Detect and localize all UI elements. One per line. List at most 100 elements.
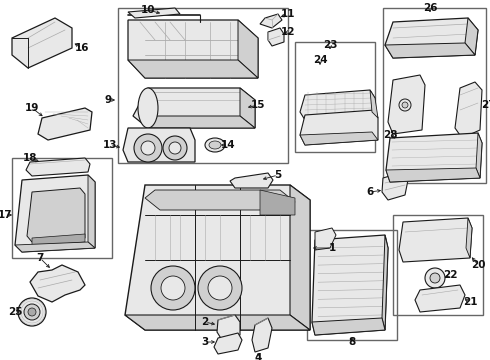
Text: 15: 15	[251, 100, 265, 110]
Text: 24: 24	[313, 55, 327, 65]
Text: 23: 23	[323, 40, 337, 50]
Polygon shape	[125, 315, 310, 330]
Polygon shape	[315, 228, 336, 250]
Polygon shape	[15, 242, 95, 252]
Bar	[393, 215, 483, 315]
Polygon shape	[128, 60, 258, 78]
Polygon shape	[312, 318, 385, 335]
Polygon shape	[312, 235, 388, 335]
Polygon shape	[133, 88, 255, 128]
Polygon shape	[38, 108, 92, 140]
Circle shape	[151, 266, 195, 310]
Text: 22: 22	[443, 270, 457, 280]
Circle shape	[141, 141, 155, 155]
Polygon shape	[252, 318, 272, 352]
Circle shape	[198, 266, 242, 310]
Polygon shape	[12, 18, 72, 68]
Text: 13: 13	[103, 140, 117, 150]
Polygon shape	[238, 20, 258, 78]
Polygon shape	[15, 175, 95, 252]
Circle shape	[430, 273, 440, 283]
Bar	[118, 8, 288, 163]
Polygon shape	[217, 315, 240, 340]
Text: 19: 19	[25, 103, 39, 113]
Polygon shape	[370, 90, 378, 118]
Circle shape	[208, 276, 232, 300]
Circle shape	[425, 268, 445, 288]
Polygon shape	[385, 18, 478, 58]
Bar	[307, 230, 397, 340]
Text: 18: 18	[23, 153, 37, 163]
Text: 8: 8	[348, 337, 356, 347]
Circle shape	[134, 134, 162, 162]
Polygon shape	[476, 133, 482, 178]
Text: 6: 6	[367, 187, 374, 197]
Circle shape	[163, 136, 187, 160]
Ellipse shape	[205, 138, 225, 152]
Text: 7: 7	[36, 253, 44, 263]
Polygon shape	[466, 218, 472, 258]
Polygon shape	[388, 75, 425, 134]
Polygon shape	[300, 110, 378, 145]
Text: 26: 26	[423, 3, 437, 13]
Text: 2: 2	[201, 317, 209, 327]
Polygon shape	[26, 158, 90, 176]
Text: 17: 17	[0, 210, 12, 220]
Polygon shape	[125, 185, 310, 330]
Polygon shape	[386, 168, 480, 182]
Polygon shape	[382, 173, 408, 200]
Polygon shape	[148, 116, 255, 128]
Text: 14: 14	[220, 140, 235, 150]
Text: 16: 16	[75, 43, 89, 53]
Polygon shape	[399, 218, 472, 262]
Polygon shape	[465, 18, 478, 55]
Circle shape	[24, 304, 40, 320]
Text: 20: 20	[471, 260, 485, 270]
Text: 10: 10	[141, 5, 155, 15]
Circle shape	[399, 99, 411, 111]
Polygon shape	[88, 175, 95, 248]
Text: 21: 21	[463, 297, 477, 307]
Polygon shape	[300, 132, 378, 145]
Bar	[383, 8, 486, 183]
Polygon shape	[290, 185, 310, 330]
Text: 12: 12	[281, 27, 295, 37]
Text: 28: 28	[383, 130, 397, 140]
Polygon shape	[300, 90, 375, 120]
Polygon shape	[128, 8, 180, 18]
Circle shape	[161, 276, 185, 300]
Polygon shape	[260, 190, 295, 215]
Text: 25: 25	[8, 307, 22, 317]
Text: 11: 11	[281, 9, 295, 19]
Text: 3: 3	[201, 337, 209, 347]
Circle shape	[28, 308, 36, 316]
Polygon shape	[455, 82, 482, 138]
Polygon shape	[230, 173, 273, 188]
Polygon shape	[128, 20, 258, 78]
Circle shape	[169, 142, 181, 154]
Circle shape	[18, 298, 46, 326]
Polygon shape	[30, 265, 85, 302]
Text: 1: 1	[328, 243, 336, 253]
Polygon shape	[27, 188, 85, 242]
Polygon shape	[123, 128, 195, 162]
Polygon shape	[415, 285, 465, 312]
Polygon shape	[214, 333, 242, 354]
Polygon shape	[386, 133, 482, 182]
Polygon shape	[240, 88, 255, 128]
Ellipse shape	[209, 141, 221, 149]
Text: 27: 27	[481, 100, 490, 110]
Polygon shape	[260, 14, 282, 28]
Bar	[295, 42, 375, 152]
Bar	[12, 158, 112, 258]
Text: 5: 5	[274, 170, 282, 180]
Polygon shape	[382, 235, 388, 330]
Polygon shape	[268, 28, 284, 46]
Circle shape	[402, 102, 408, 108]
Text: 9: 9	[104, 95, 112, 105]
Polygon shape	[385, 43, 475, 58]
Polygon shape	[145, 190, 295, 210]
Polygon shape	[32, 234, 85, 246]
Text: 4: 4	[254, 353, 262, 360]
Ellipse shape	[138, 88, 158, 128]
